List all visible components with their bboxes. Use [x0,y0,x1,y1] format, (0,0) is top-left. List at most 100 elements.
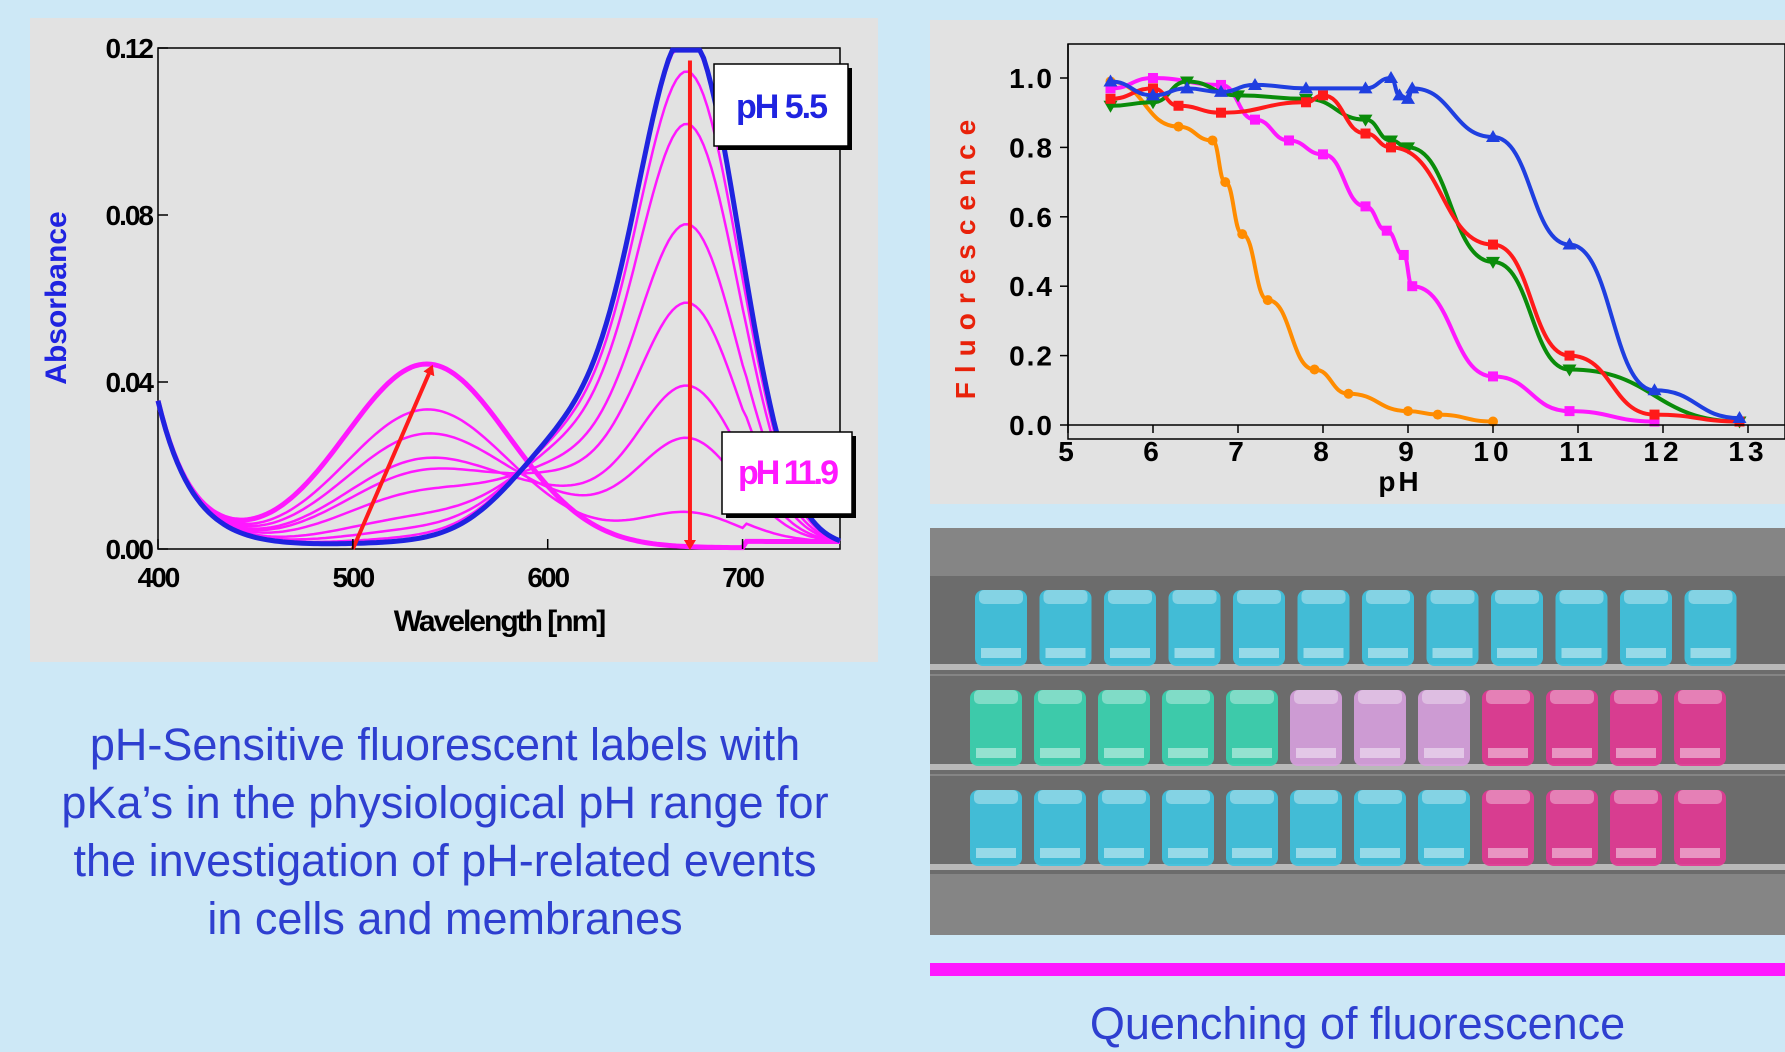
x-tick-label: 600 [527,562,569,593]
data-point [1318,149,1328,160]
absorbance-chart: 400 500 600 700 0.00 0.04 0.08 0.12 Wavelength … [40,33,856,638]
cuvette [1620,590,1672,666]
fluorescence-chart: 5 6 7 8 9 10 11 12 13 0.0 0.2 0.4 0.6 0.8 1.0 pH Fluor… [950,43,1785,497]
data-point [1564,406,1575,417]
cuvette [1546,790,1598,866]
trend-arrow [351,364,435,550]
cuvette [1226,790,1278,866]
cuvette [1354,790,1406,866]
data-point [1403,406,1413,417]
cuvette [1674,790,1726,866]
cuvette-photo-drawing [930,576,1785,874]
y-tick-label: 0.04 [106,367,155,398]
fluorescence-series-group [1103,71,1747,429]
cuvette [1362,590,1414,666]
cuvette [1482,690,1534,766]
caption-line: the investigation of pH-related events [73,835,817,886]
data-point [1407,281,1418,292]
data-point [1214,84,1228,97]
data-point [1401,91,1415,104]
y-tick-label: 0.12 [106,33,154,64]
cuvette [1290,690,1342,766]
absorbance-series-line [156,400,841,543]
fluorescence-x-axis-label: pH [1378,466,1421,497]
cuvette [1098,790,1150,866]
svg-text:pH 5.5: pH 5.5 [736,88,827,126]
cuvette [1426,590,1479,666]
data-point [1381,225,1392,236]
y-tick-label: 0.2 [1009,341,1054,372]
data-point [1180,81,1194,94]
data-point [1488,416,1498,427]
cuvette [1168,590,1221,666]
absorbance-series-line [155,47,841,547]
x-tick-label: 8 [1313,436,1333,467]
cuvette [1226,690,1278,766]
cuvette [1233,590,1285,666]
cuvette [1034,790,1086,866]
quenching-bar [930,963,1785,976]
cuvette [1674,690,1726,766]
fluorescence-series-line [1110,86,1740,424]
cuvette [1162,790,1214,866]
caption-line: pH-Sensitive fluorescent labels with [89,719,801,770]
y-tick-label: 0.4 [1009,271,1054,302]
data-point [1384,135,1398,148]
data-point [1105,83,1116,94]
y-tick-label: 0.0 [1009,410,1054,441]
data-point [1401,142,1415,155]
quenching-label: Quenching of fluorescence [1089,998,1626,1049]
x-tick-label: 400 [138,562,180,593]
absorbance-series-line [156,384,841,543]
cuvette [1034,690,1086,766]
data-point [1105,93,1116,104]
cuvette [970,790,1022,866]
data-point [1392,88,1407,101]
cuvette [1162,690,1214,766]
rack-highlight [930,864,1785,870]
cuvette [1555,590,1608,666]
data-point [1237,229,1248,240]
x-tick-label: 7 [1228,436,1248,467]
cuvette [1290,790,1342,866]
cuvette [1418,790,1470,866]
data-point [1360,201,1371,212]
data-point [1358,114,1373,127]
description-caption: pH-Sensitive fluorescent labels with pKa… [20,716,870,948]
x-tick-label: 10 [1473,436,1512,467]
cuvette [1297,590,1350,666]
absorbance-chart-panel: 400 500 600 700 0.00 0.04 0.08 0.12 Wavelength … [30,18,878,662]
data-point [1398,249,1409,260]
data-point [1649,416,1660,427]
cuvette [1482,790,1534,866]
data-point [1486,256,1500,269]
data-point [1647,383,1662,396]
data-point [1562,237,1577,250]
absorbance-series-line [156,122,841,543]
absorbance-series-line [155,361,840,551]
cuvette [1546,690,1598,766]
rack-highlight [930,664,1785,670]
absorbance-axes: 400 500 600 700 0.00 0.04 0.08 0.12 [106,33,767,593]
cuvette-photo [930,528,1785,935]
x-tick-label: 6 [1143,436,1163,467]
data-point [1284,135,1294,146]
cuvette [1491,590,1543,666]
data-point [1173,100,1184,111]
data-point [1146,88,1160,101]
ph-11-9-annotation: pH 11.9 [721,431,856,518]
data-point [1207,135,1218,146]
data-point [1231,90,1245,103]
data-point [1318,90,1328,101]
cuvette [1418,690,1470,766]
data-point [1301,97,1311,108]
cuvette [1039,590,1092,666]
data-point [1564,350,1575,361]
absorbance-y-axis-label: Absorbance [40,211,73,384]
data-point [1216,107,1226,118]
absorbance-series-line [156,223,841,543]
data-point [1405,81,1420,94]
rack-highlight [930,764,1785,770]
y-tick-label: 0.8 [1009,132,1054,163]
cuvette [1684,590,1737,666]
